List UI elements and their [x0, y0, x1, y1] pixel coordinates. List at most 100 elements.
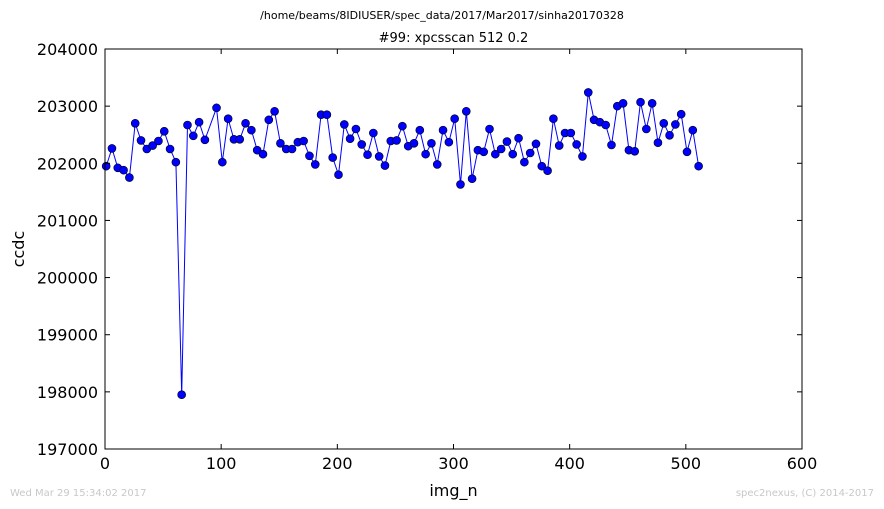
- y-tick-label: 204000: [37, 40, 98, 59]
- y-tick-label: 197000: [37, 440, 98, 459]
- data-point: [526, 149, 534, 157]
- data-point: [224, 115, 232, 123]
- data-point: [398, 122, 406, 130]
- data-point: [642, 125, 650, 133]
- data-point: [549, 115, 557, 123]
- data-point: [364, 151, 372, 159]
- data-point: [468, 175, 476, 183]
- plot-frame: [105, 49, 802, 449]
- data-point: [660, 119, 668, 127]
- data-point: [125, 174, 133, 182]
- data-point: [288, 145, 296, 153]
- data-point: [154, 137, 162, 145]
- plot-title: #99: xpcsscan 512 0.2: [379, 31, 529, 46]
- data-point: [265, 116, 273, 124]
- data-point: [178, 391, 186, 399]
- data-point: [544, 167, 552, 175]
- y-tick-label: 199000: [37, 326, 98, 345]
- data-point: [137, 136, 145, 144]
- data-point: [654, 139, 662, 147]
- data-point: [445, 138, 453, 146]
- data-point: [172, 158, 180, 166]
- data-point: [131, 119, 139, 127]
- data-point: [567, 129, 575, 137]
- y-tick-label: 202000: [37, 154, 98, 173]
- footer-timestamp: Wed Mar 29 15:34:02 2017: [10, 488, 146, 499]
- data-point: [648, 99, 656, 107]
- x-tick-label: 0: [100, 454, 110, 473]
- data-point: [573, 140, 581, 148]
- data-point: [619, 99, 627, 107]
- data-point: [683, 148, 691, 156]
- data-point: [555, 142, 563, 150]
- data-point: [578, 152, 586, 160]
- footer-credit: spec2nexus, (C) 2014-2017: [736, 488, 874, 499]
- data-point: [503, 138, 511, 146]
- data-point: [160, 127, 168, 135]
- data-point: [677, 110, 685, 118]
- y-tick-label: 201000: [37, 211, 98, 230]
- data-point: [480, 148, 488, 156]
- data-point: [346, 135, 354, 143]
- data-point: [381, 162, 389, 170]
- data-point: [189, 132, 197, 140]
- data-point: [451, 115, 459, 123]
- data-point: [584, 88, 592, 96]
- data-point: [422, 150, 430, 158]
- data-point: [311, 160, 319, 168]
- x-tick-label: 500: [671, 454, 702, 473]
- data-point: [213, 104, 221, 112]
- data-point: [515, 134, 523, 142]
- data-point: [689, 126, 697, 134]
- data-point: [416, 126, 424, 134]
- data-point: [520, 158, 528, 166]
- data-point: [305, 152, 313, 160]
- data-point: [410, 139, 418, 147]
- data-point: [247, 126, 255, 134]
- data-point: [602, 121, 610, 129]
- x-tick-label: 100: [206, 454, 237, 473]
- data-point: [120, 166, 128, 174]
- data-point: [509, 150, 517, 158]
- data-point: [532, 140, 540, 148]
- data-point: [334, 171, 342, 179]
- x-tick-label: 200: [322, 454, 353, 473]
- data-point: [433, 160, 441, 168]
- x-tick-label: 600: [787, 454, 818, 473]
- data-point: [259, 150, 267, 158]
- x-axis-title: img_n: [429, 481, 477, 501]
- data-point: [393, 136, 401, 144]
- data-point: [271, 107, 279, 115]
- data-point: [166, 145, 174, 153]
- data-point: [695, 162, 703, 170]
- data-point: [427, 139, 435, 147]
- y-tick-label: 200000: [37, 269, 98, 288]
- data-point: [358, 140, 366, 148]
- data-point: [352, 125, 360, 133]
- data-point: [340, 120, 348, 128]
- data-point: [486, 125, 494, 133]
- data-point: [242, 119, 250, 127]
- data-point: [666, 131, 674, 139]
- data-point: [323, 111, 331, 119]
- data-point: [456, 180, 464, 188]
- data-point: [671, 120, 679, 128]
- y-tick-label: 203000: [37, 97, 98, 116]
- y-axis-title: ccdc: [9, 231, 28, 268]
- data-point: [637, 98, 645, 106]
- data-point: [607, 141, 615, 149]
- data-point: [195, 118, 203, 126]
- data-point: [218, 158, 226, 166]
- data-point: [375, 152, 383, 160]
- data-point: [329, 154, 337, 162]
- data-point: [201, 136, 209, 144]
- y-tick-label: 198000: [37, 383, 98, 402]
- x-tick-label: 300: [438, 454, 469, 473]
- data-point: [369, 129, 377, 137]
- data-point: [462, 107, 470, 115]
- data-point: [439, 126, 447, 134]
- data-point: [236, 135, 244, 143]
- data-point: [108, 144, 116, 152]
- x-tick-label: 400: [554, 454, 585, 473]
